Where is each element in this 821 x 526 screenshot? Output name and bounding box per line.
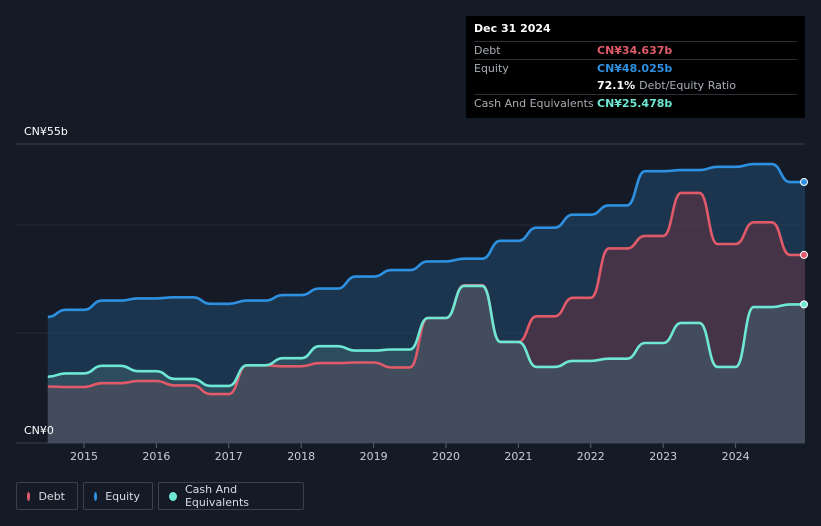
x-tick-label-2022: 2022: [577, 450, 605, 463]
legend-equity[interactable]: Equity: [83, 482, 153, 510]
y-axis-min-label: CN¥0: [24, 424, 54, 437]
tooltip-row-cash: Cash And Equivalents CN¥25.478b: [474, 94, 797, 112]
x-axis-ticks: 2015 2016 2017 2018 2019 2020 2021 2022 2023 2024: [70, 443, 750, 463]
cash-end-marker[interactable]: [800, 300, 808, 309]
equity-legend-dot: [94, 491, 98, 501]
tooltip-debt-value: CN¥34.637b: [597, 44, 673, 57]
tooltip-date: Dec 31 2024: [474, 22, 551, 35]
legend-cash-label: Cash And Equivalents: [184, 483, 250, 509]
tooltip-row-ratio: 72.1% Debt/Equity Ratio: [474, 77, 797, 94]
x-tick-label-2023: 2023: [649, 450, 677, 463]
debt-end-marker[interactable]: [800, 250, 808, 259]
tooltip-cash-value: CN¥25.478b: [597, 97, 673, 110]
tooltip-ratio-label: Debt/Equity Ratio: [639, 79, 736, 92]
y-axis-max-label: CN¥55b: [24, 125, 68, 138]
x-tick-label-2016: 2016: [142, 450, 170, 463]
x-tick-label-2024: 2024: [722, 450, 750, 463]
x-tick-label-2020: 2020: [432, 450, 460, 463]
legend-debt[interactable]: Debt: [16, 482, 78, 510]
cash-legend-dot: [169, 491, 177, 501]
equity-end-marker[interactable]: [800, 178, 808, 187]
tooltip-ratio-value: 72.1%: [597, 79, 636, 92]
legend-debt-label: Debt: [38, 489, 65, 503]
area-layer: [47, 164, 806, 443]
x-tick-label-2021: 2021: [504, 450, 532, 463]
x-tick-label-2017: 2017: [215, 450, 243, 463]
line-layer: [47, 162, 805, 396]
cash-line: [47, 284, 805, 388]
tooltip-row-equity: Equity CN¥48.025b: [474, 59, 797, 77]
tooltip-equity-value: CN¥48.025b: [597, 62, 673, 75]
legend-cash[interactable]: Cash And Equivalents: [158, 482, 304, 510]
legend-equity-label: Equity: [105, 489, 140, 503]
x-tick-label-2019: 2019: [360, 450, 388, 463]
tooltip-cash-label: Cash And Equivalents: [474, 97, 594, 110]
data-tooltip: Dec 31 2024 Debt CN¥34.637b Equity CN¥48…: [466, 16, 805, 118]
equity-line: [47, 162, 805, 319]
cash-area: [47, 285, 806, 443]
end-markers: [800, 178, 808, 309]
x-tick-label-2015: 2015: [70, 450, 98, 463]
tooltip-equity-label: Equity: [474, 62, 509, 75]
debt-legend-dot: [27, 491, 31, 501]
tooltip-debt-label: Debt: [474, 44, 501, 57]
tooltip-row-debt: Debt CN¥34.637b: [474, 41, 797, 59]
x-tick-label-2018: 2018: [287, 450, 315, 463]
